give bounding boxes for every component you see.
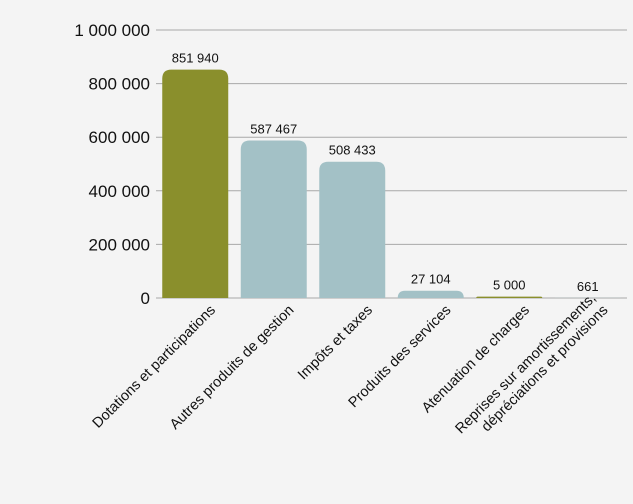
y-tick-label: 800 000 [89,75,150,94]
category-label-line: dépréciations et provisions [479,302,612,435]
y-tick-label: 400 000 [89,182,150,201]
y-tick-label: 1 000 000 [74,21,150,40]
bar [476,296,543,298]
bar [240,140,307,298]
data-labels: 851 940 587 467 508 433 27 104 5 000 661 [172,51,599,294]
category-label-line: Dotations et participations [90,302,219,431]
data-label: 661 [577,279,599,294]
bar [162,69,229,298]
data-label: 5 000 [493,278,526,293]
y-tick-label: 600 000 [89,128,150,147]
data-label: 27 104 [411,272,451,287]
y-tick-label: 200 000 [89,235,150,254]
y-tick-label: 0 [141,289,150,308]
data-label: 587 467 [250,122,297,137]
data-label: 508 433 [329,143,376,158]
category-label: Impôts et taxes [295,302,376,383]
bar [319,161,386,298]
data-label: 851 940 [172,51,219,66]
category-label: Autres produits de gestion [167,302,297,432]
category-label: Dotations et participations [90,302,219,431]
gridlines [156,29,627,299]
category-label-line: Impôts et taxes [295,302,376,383]
bars [162,69,621,298]
category-label-line: Autres produits de gestion [167,302,297,432]
bar [397,290,464,298]
y-axis-ticks: 0 200 000 400 000 600 000 800 000 1 000 000 [74,21,150,308]
